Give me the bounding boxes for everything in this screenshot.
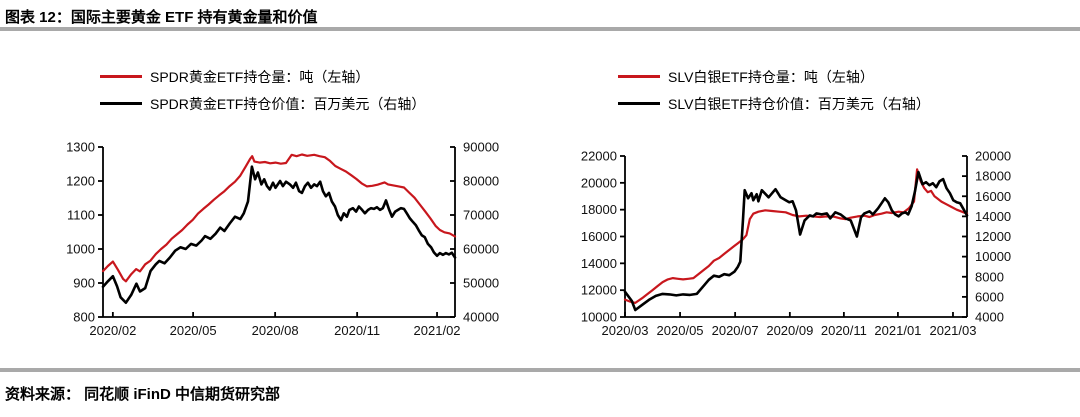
left-axis-tick-label: 14000 — [581, 256, 617, 271]
legend-label: SLV白银ETF持仓量：吨（左轴） — [668, 68, 874, 85]
left-axis-tick-label: 1000 — [66, 242, 95, 257]
x-axis-tick-label: 2020/03 — [602, 323, 649, 338]
silver-etf-line-chart: 22000 20000 18000 16000 14000 12000 10000 20000… — [581, 149, 1011, 339]
x-axis-tick-label: 2020/02 — [89, 323, 136, 338]
gold-etf-line-chart: 1300 1200 1100 1000 900 800 90000 80000 70000 600… — [66, 140, 499, 339]
right-axis-tick-label: 80000 — [463, 174, 499, 189]
legend-label: SPDR黄金ETF持仓价值：百万美元（右轴） — [150, 95, 426, 112]
x-axis-tick-label: 2020/09 — [766, 323, 813, 338]
legend-label: SPDR黄金ETF持仓量：吨（左轴） — [150, 68, 370, 85]
right-axis-tick-label: 12000 — [975, 229, 1011, 244]
left-axis-tick-label: 12000 — [581, 283, 617, 298]
legend-item-gold-value: SPDR黄金ETF持仓价值：百万美元（右轴） — [100, 95, 425, 112]
gold-value-line — [101, 165, 457, 304]
divider-top — [0, 27, 1080, 31]
x-axis-tick-label: 2021/01 — [874, 323, 921, 338]
left-axis-tick-label: 1100 — [67, 208, 95, 223]
left-axis-tick-label: 20000 — [581, 175, 617, 190]
left-axis-tick-label: 800 — [73, 310, 95, 325]
left-axis-tick-label: 900 — [73, 276, 95, 291]
x-axis-tick-label: 2020/11 — [821, 323, 867, 338]
left-axis-tick-label: 16000 — [581, 229, 617, 244]
x-axis-tick-label: 2020/07 — [712, 323, 759, 338]
right-axis-tick-label: 40000 — [463, 310, 499, 325]
legend-item-silver-holdings: SLV白银ETF持仓量：吨（左轴） — [618, 68, 930, 85]
legend-item-gold-holdings: SPDR黄金ETF持仓量：吨（左轴） — [100, 68, 425, 85]
x-axis-tick-label: 2020/11 — [334, 323, 380, 338]
legend-line-sample-black-icon — [618, 102, 660, 105]
right-axis-tick-label: 60000 — [463, 242, 499, 257]
left-axis-tick-label: 1200 — [66, 174, 95, 189]
right-axis-tick-label: 16000 — [975, 189, 1011, 204]
legend-item-silver-value: SLV白银ETF持仓价值：百万美元（右轴） — [618, 95, 930, 112]
right-axis-tick-label: 14000 — [975, 209, 1011, 224]
right-axis-tick-label: 4000 — [975, 310, 1004, 325]
right-axis-tick-label: 90000 — [463, 140, 499, 155]
legend-gold-chart: SPDR黄金ETF持仓量：吨（左轴） SPDR黄金ETF持仓价值：百万美元（右轴… — [100, 68, 425, 122]
source-note: 资料来源： 同花顺 iFinD 中信期货研究部 — [5, 386, 280, 403]
right-axis-tick-label: 50000 — [463, 276, 499, 291]
right-axis-tick-label: 70000 — [463, 208, 499, 223]
right-axis-tick-label: 10000 — [975, 249, 1011, 264]
figure-title: 图表 12：国际主要黄金 ETF 持有黄金量和价值 — [5, 9, 318, 26]
right-axis-tick-label: 18000 — [975, 169, 1011, 184]
gold-holdings-line — [101, 153, 457, 283]
legend-line-sample-red-icon — [618, 75, 660, 78]
x-axis-tick-label: 2020/08 — [252, 323, 299, 338]
x-axis-tick-label: 2020/05 — [170, 323, 217, 338]
left-axis-tick-label: 18000 — [581, 202, 617, 217]
silver-value-line — [623, 170, 969, 312]
left-axis-tick-label: 1300 — [66, 140, 95, 155]
legend-line-sample-red-icon — [100, 75, 142, 78]
x-axis-tick-label: 2021/03 — [929, 323, 976, 338]
right-axis-tick-label: 6000 — [975, 289, 1004, 304]
left-axis-tick-label: 22000 — [581, 149, 617, 164]
x-axis-tick-label: 2021/02 — [414, 323, 461, 338]
legend-label: SLV白银ETF持仓价值：百万美元（右轴） — [668, 95, 930, 112]
legend-silver-chart: SLV白银ETF持仓量：吨（左轴） SLV白银ETF持仓价值：百万美元（右轴） — [618, 68, 930, 122]
right-axis-tick-label: 20000 — [975, 149, 1011, 164]
x-axis-tick-label: 2020/05 — [657, 323, 704, 338]
left-axis-tick-label: 10000 — [581, 310, 617, 325]
right-axis-tick-label: 8000 — [975, 269, 1004, 284]
divider-bottom — [0, 368, 1080, 372]
legend-line-sample-black-icon — [100, 102, 142, 105]
